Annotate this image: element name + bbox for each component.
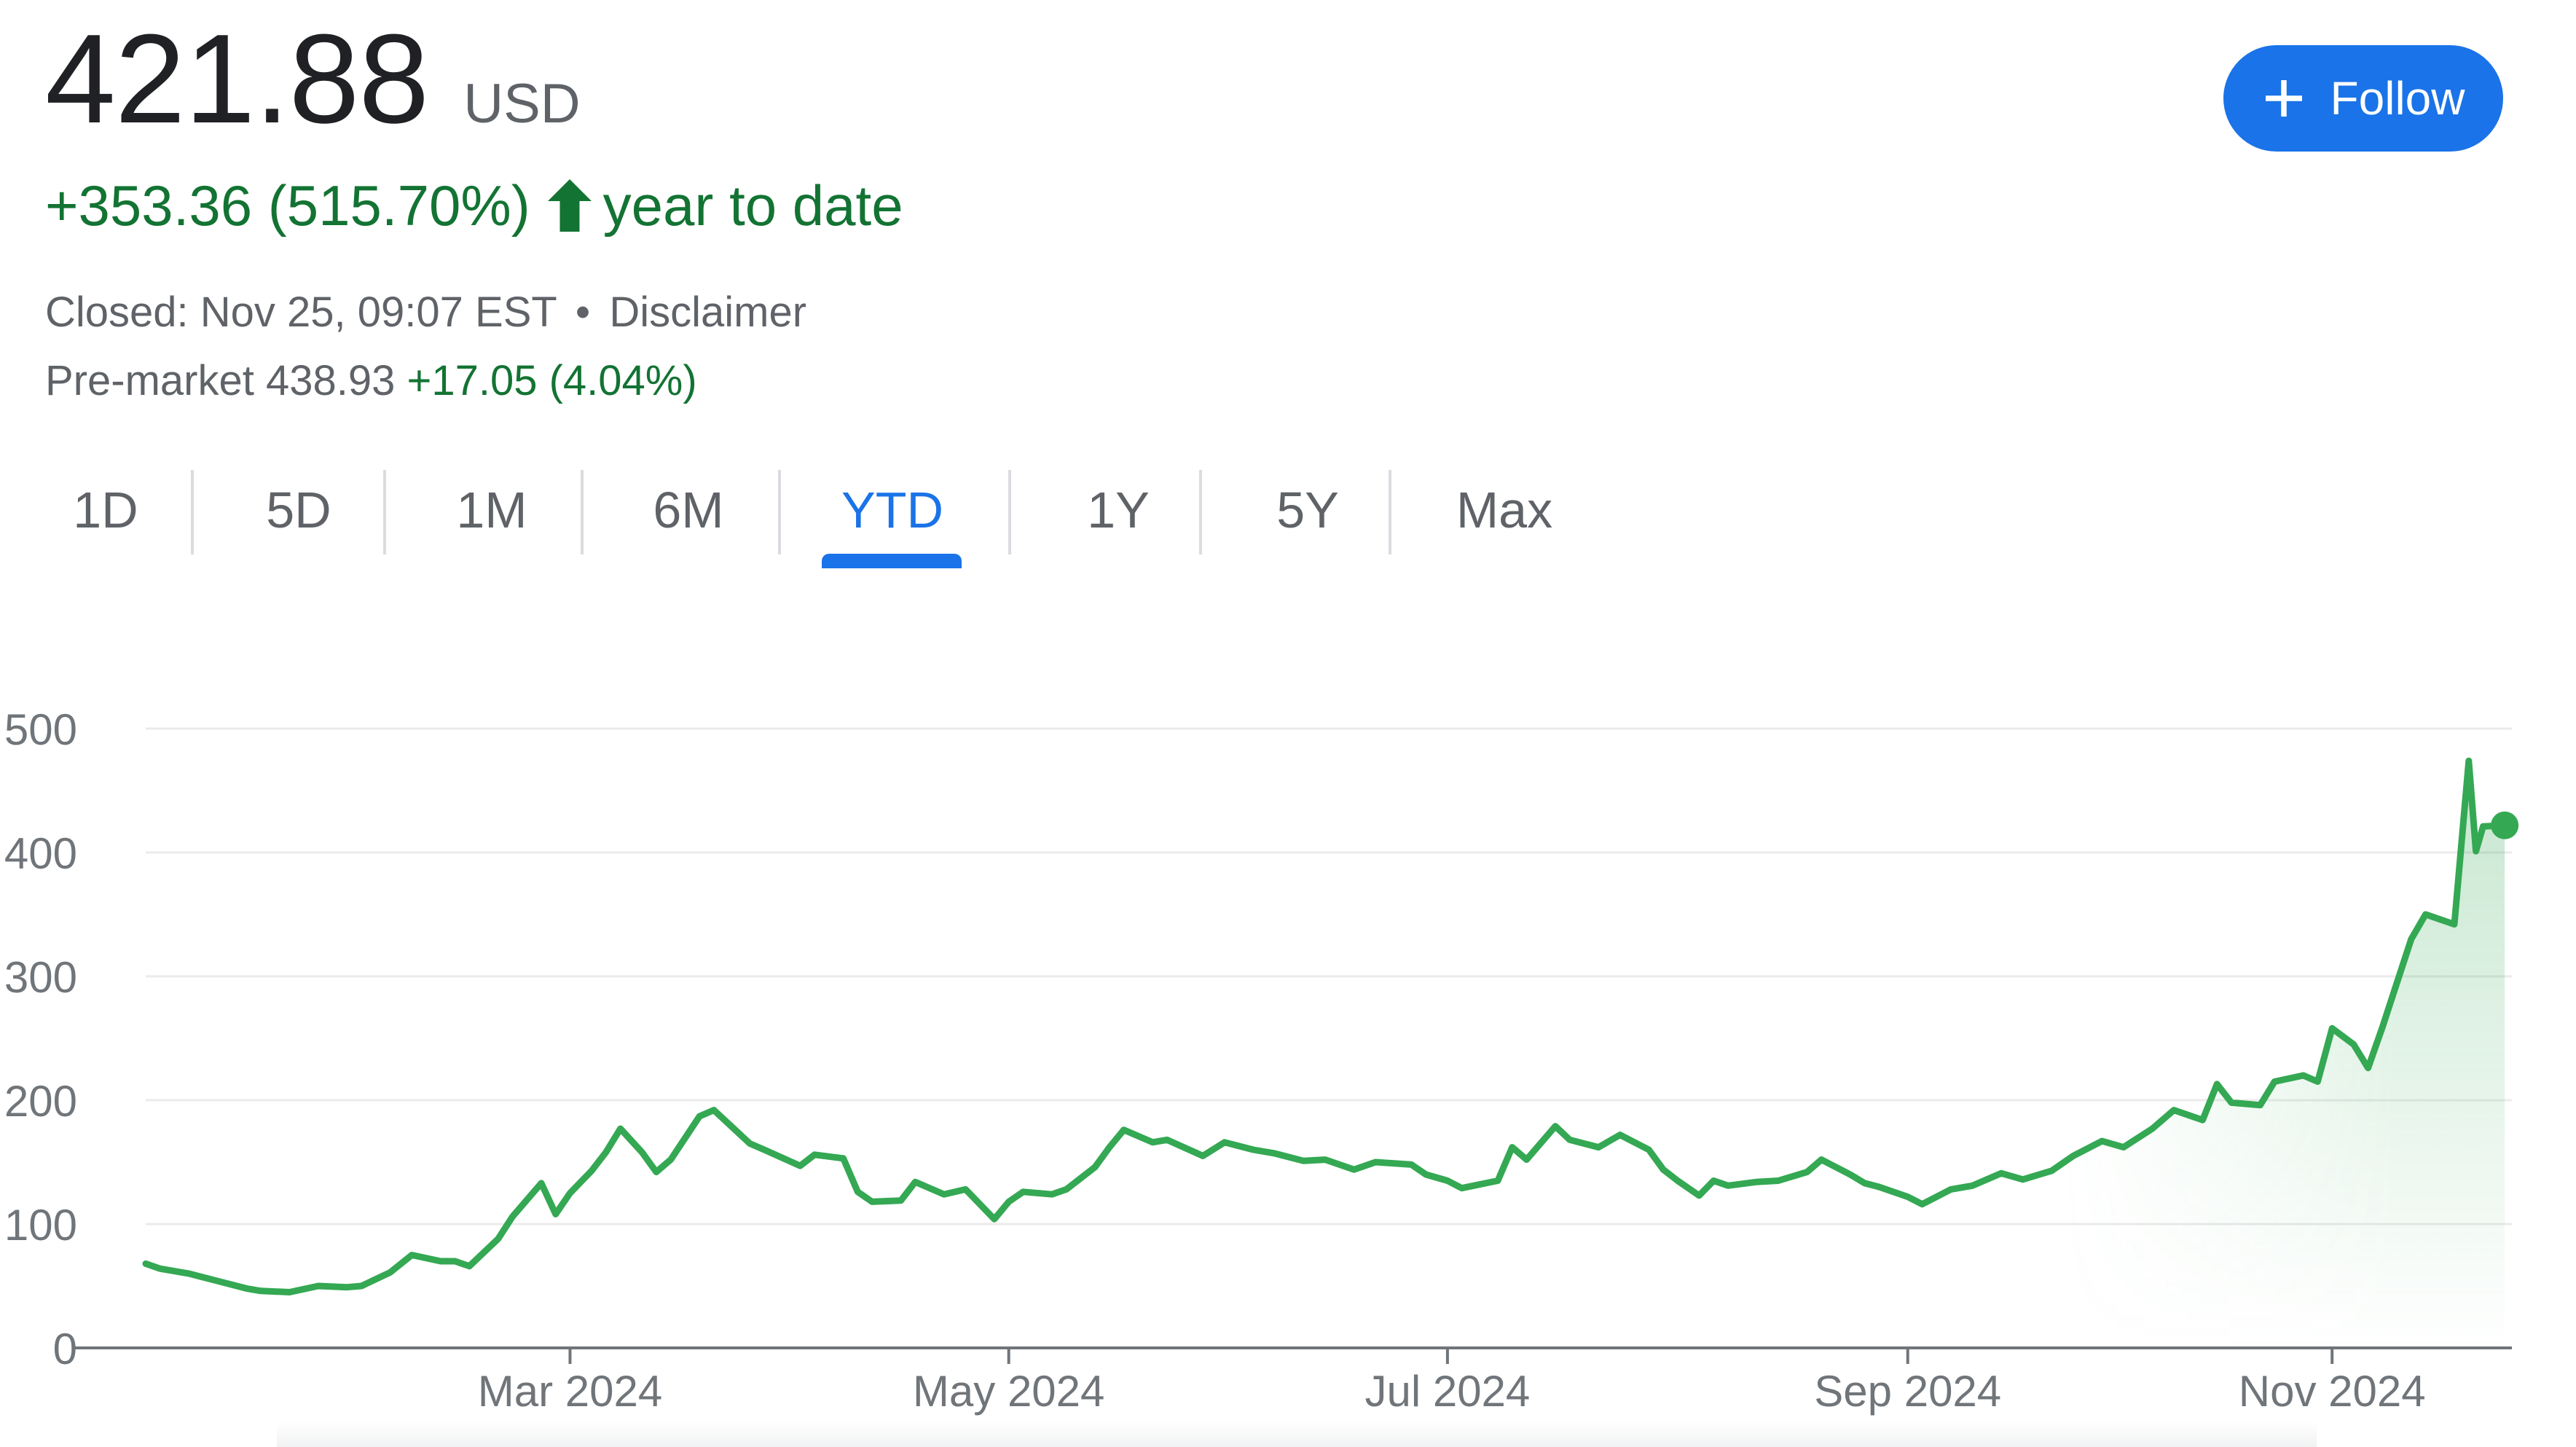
tab-1d[interactable]: 1D — [73, 482, 138, 538]
y-tick-label: 0 — [53, 1325, 77, 1373]
follow-button[interactable]: Follow — [2223, 45, 2503, 152]
ytd-change-period: year to date — [602, 173, 903, 238]
range-tabs: 1D 5D 1M 6M YTD 1Y 5Y Max — [0, 459, 1603, 568]
price-chart[interactable]: 0 100 200 300 400 500 Mar 2024 May 2024 Jul 2024… — [0, 656, 2576, 1447]
tab-divider — [1199, 470, 1202, 554]
x-tick-label: Sep 2024 — [1814, 1367, 2001, 1416]
tab-max[interactable]: Max — [1456, 482, 1553, 538]
price-area — [146, 761, 2505, 1348]
tab-1m[interactable]: 1M — [456, 482, 527, 538]
plus-icon — [2265, 80, 2302, 117]
tab-divider — [778, 470, 781, 554]
premarket-price: Pre-market 438.93 — [45, 357, 396, 404]
market-status-row: Closed: Nov 25, 09:07 EST • Disclaimer — [45, 287, 806, 338]
y-tick-label: 500 — [4, 705, 77, 754]
y-tick-label: 200 — [4, 1077, 77, 1126]
tab-ytd[interactable]: YTD — [841, 482, 943, 538]
x-tick-label: Jul 2024 — [1364, 1367, 1530, 1416]
y-tick-label: 100 — [4, 1201, 77, 1250]
arrow-up-icon — [547, 179, 592, 232]
ytd-change-row: +353.36 (515.70%) year to date — [45, 169, 903, 242]
card-edge-shadow — [277, 1421, 2317, 1447]
price-line — [142, 757, 2508, 1295]
tab-5d[interactable]: 5D — [266, 482, 331, 538]
disclaimer-link[interactable]: Disclaimer — [609, 289, 807, 336]
separator-dot: • — [575, 289, 591, 336]
currency-label: USD — [463, 73, 581, 135]
area-fill — [146, 761, 2505, 1348]
x-axis — [73, 1346, 2512, 1364]
selected-tab-indicator — [822, 554, 962, 568]
follow-button-label: Follow — [2330, 72, 2465, 125]
premarket-row: Pre-market 438.93 +17.05 (4.04%) — [45, 356, 697, 407]
tab-divider — [191, 470, 194, 554]
ytd-change-value: +353.36 (515.70%) — [45, 173, 530, 238]
tab-divider — [1008, 470, 1011, 554]
axis-labels: 0 100 200 300 400 500 Mar 2024 May 2024 Jul 2024… — [4, 705, 2426, 1416]
tab-divider — [581, 470, 584, 554]
tab-divider — [383, 470, 386, 554]
x-tick-label: May 2024 — [913, 1367, 1105, 1416]
x-tick-label: Mar 2024 — [478, 1367, 662, 1416]
price-line-layer — [142, 757, 2519, 1295]
price-row: 421.88 USD — [45, 13, 581, 144]
last-price-marker — [2491, 811, 2519, 839]
current-price: 421.88 — [45, 7, 429, 149]
y-tick-label: 300 — [4, 953, 77, 1002]
tab-6m[interactable]: 6M — [653, 482, 724, 538]
y-tick-label: 400 — [4, 829, 77, 878]
premarket-change: +17.05 (4.04%) — [407, 357, 697, 404]
x-tick-label: Nov 2024 — [2239, 1367, 2426, 1416]
tab-1y[interactable]: 1Y — [1087, 482, 1150, 538]
tab-divider — [1389, 470, 1391, 554]
closed-time: Closed: Nov 25, 09:07 EST — [45, 289, 557, 336]
tab-5y[interactable]: 5Y — [1276, 482, 1339, 538]
